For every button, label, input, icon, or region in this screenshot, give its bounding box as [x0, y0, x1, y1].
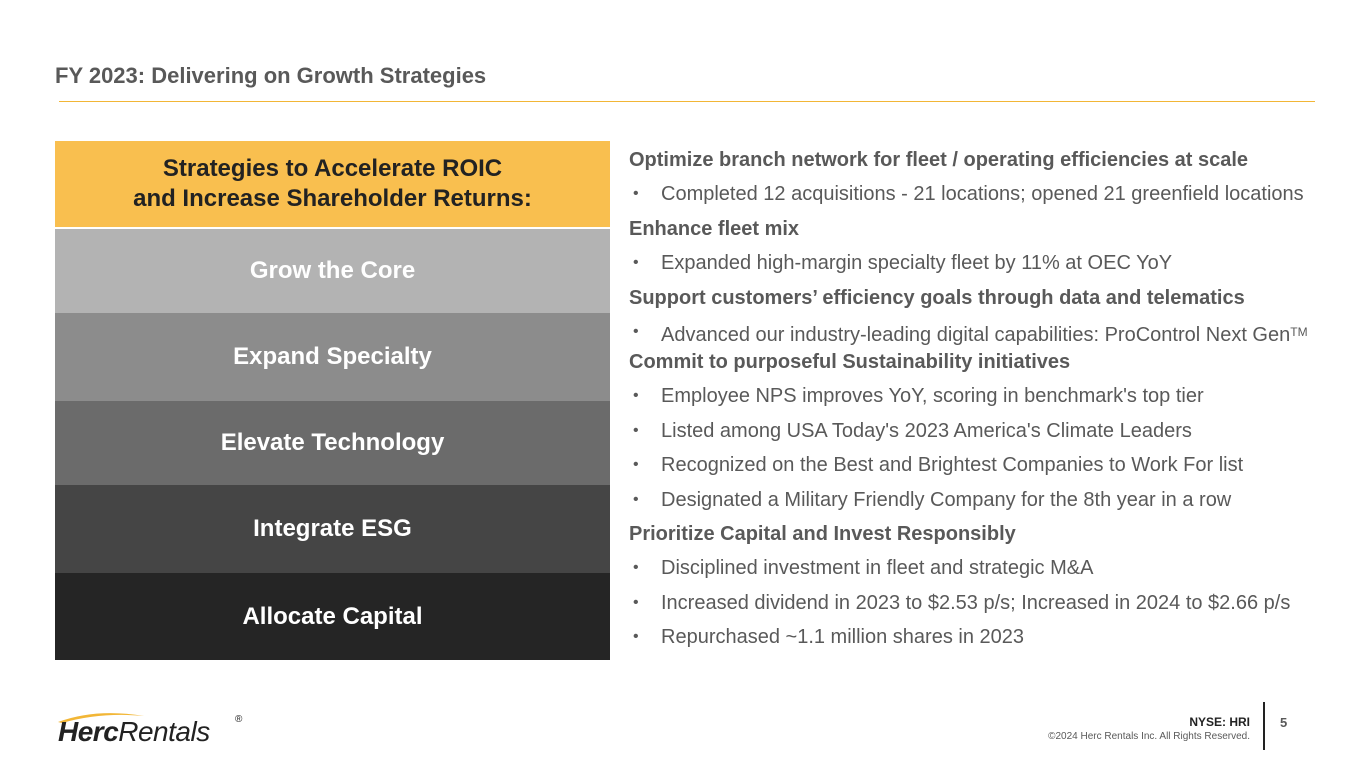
bullet-item: • Advanced our industry-leading digital c…	[629, 315, 1359, 346]
bullet-text: Expanded high-margin specialty fleet by …	[661, 252, 1173, 275]
growth-details: Optimize branch network for fleet / oper…	[629, 143, 1359, 654]
bullet-text: Recognized on the Best and Brightest Com…	[661, 454, 1244, 477]
bullet-text: Repurchased ~1.1 million shares in 2023	[661, 626, 1024, 649]
registered-mark: ®	[235, 714, 243, 725]
stock-ticker: NYSE: HRI	[1189, 715, 1250, 729]
bullet-dot-icon: •	[633, 322, 639, 340]
bullet-text: Advanced our industry-leading digital ca…	[661, 323, 1291, 346]
section-heading: Support customers’ efficiency goals thro…	[629, 286, 1245, 309]
bullet-item: • Recognized on the Best and Brightest Co…	[629, 448, 1359, 482]
bullet-dot-icon: •	[633, 421, 639, 439]
strategies-header-line2: and Increase Shareholder Returns:	[133, 185, 532, 212]
bullet-dot-icon: •	[633, 490, 639, 508]
bullet-item: • Employee NPS improves YoY, scoring in b…	[629, 379, 1359, 413]
bullet-item: • Completed 12 acquisitions - 21 location…	[629, 177, 1359, 211]
footer-divider	[1263, 702, 1265, 750]
bullet-dot-icon: •	[633, 254, 639, 272]
page-title: FY 2023: Delivering on Growth Strategies	[55, 63, 487, 88]
strategies-header-line1: Strategies to Accelerate ROIC	[162, 155, 503, 182]
strategy-allocate-capital: Allocate Capital	[55, 573, 610, 660]
strategy-expand-specialty: Expand Specialty	[55, 313, 610, 401]
logo-rentals: Rentals	[118, 716, 210, 747]
bullet-text: Employee NPS improves YoY, scoring in be…	[661, 385, 1204, 408]
bullet-dot-icon: •	[633, 387, 639, 405]
bullet-item: • Increased dividend in 2023 to $2.53 p/s…	[629, 586, 1359, 620]
bullet-item: • Repurchased ~1.1 million shares in 2023	[629, 620, 1359, 654]
bullet-dot-icon: •	[633, 456, 639, 474]
trademark-mark: TM	[1290, 324, 1308, 339]
section-heading: Enhance fleet mix	[629, 217, 800, 240]
logo-herc: Herc	[58, 716, 119, 747]
bullet-text: Designated a Military Friendly Company f…	[661, 488, 1232, 511]
bullet-item: • Disciplined investment in fleet and str…	[629, 551, 1359, 585]
strategies-panel: Strategies to Accelerate ROIC and Increa…	[55, 141, 610, 660]
bullet-dot-icon: •	[633, 628, 639, 646]
copyright-notice: ©2024 Herc Rentals Inc. All Rights Reser…	[1048, 731, 1250, 742]
strategy-elevate-technology: Elevate Technology	[55, 401, 610, 485]
herc-rentals-logo: HercRentals ®	[48, 708, 248, 748]
bullet-dot-icon: •	[633, 559, 639, 577]
bullet-text: Listed among USA Today's 2023 America's …	[661, 419, 1192, 442]
bullet-dot-icon: •	[633, 593, 639, 611]
page-number: 5	[1280, 715, 1288, 730]
strategies-header: Strategies to Accelerate ROIC and Increa…	[55, 141, 610, 229]
bullet-item: • Listed among USA Today's 2023 America's…	[629, 414, 1359, 448]
strategy-integrate-esg: Integrate ESG	[55, 485, 610, 573]
bullet-dot-icon: •	[633, 185, 639, 203]
logo-swoosh-icon	[58, 713, 144, 723]
logo-wordmark: HercRentals	[58, 716, 210, 748]
section-heading: Prioritize Capital and Invest Responsibl…	[629, 522, 1016, 545]
bullet-text: Increased dividend in 2023 to $2.53 p/s;…	[661, 591, 1291, 614]
section-heading: Optimize branch network for fleet / oper…	[629, 149, 1249, 171]
bullet-text: Disciplined investment in fleet and stra…	[661, 557, 1094, 580]
bullet-text: Completed 12 acquisitions - 21 locations…	[661, 183, 1304, 206]
section-heading: Commit to purposeful Sustainability init…	[629, 350, 1071, 373]
strategy-grow-the-core: Grow the Core	[55, 229, 610, 313]
bullet-item: • Designated a Military Friendly Company …	[629, 483, 1359, 517]
bullet-item: • Expanded high-margin specialty fleet by…	[629, 246, 1359, 280]
title-divider	[59, 101, 1315, 102]
